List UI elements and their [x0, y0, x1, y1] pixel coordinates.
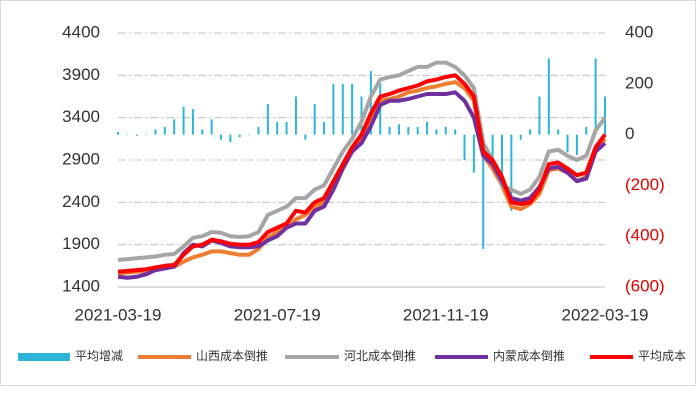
bar — [604, 96, 606, 135]
bar — [117, 132, 119, 135]
bar — [248, 134, 251, 136]
y-tick-label: 4400 — [62, 22, 100, 41]
bar — [566, 134, 569, 153]
y-tick-label: 2900 — [62, 149, 100, 168]
bar — [472, 134, 475, 173]
bar — [191, 109, 194, 135]
line — [117, 73, 607, 274]
bar — [369, 71, 372, 135]
y-tick-label: 1900 — [62, 234, 100, 253]
bar — [276, 121, 279, 135]
y-tick-label: 2400 — [62, 192, 100, 211]
bar — [220, 134, 223, 140]
legend-swatch — [18, 353, 70, 361]
y2-tick-label: 200 — [625, 73, 653, 92]
bar — [538, 96, 541, 135]
legend-label: 内蒙成本倒推 — [493, 349, 565, 363]
bar — [182, 106, 185, 135]
bar — [360, 96, 363, 135]
bar — [519, 134, 522, 140]
y2-tick-label: (600) — [625, 276, 665, 295]
bar — [210, 119, 213, 135]
x-tick-label: 2021-07-19 — [234, 305, 321, 324]
y2-tick-label: (200) — [625, 175, 665, 194]
bar — [575, 134, 578, 155]
y2-tick-label: (400) — [625, 226, 665, 245]
bar — [229, 134, 232, 143]
x-tick-label: 2021-11-19 — [403, 305, 489, 324]
y2-tick-label: 0 — [625, 124, 634, 143]
bar — [135, 134, 138, 136]
bar — [444, 126, 447, 135]
bar — [500, 134, 503, 186]
bar — [388, 126, 391, 135]
bar — [332, 83, 335, 135]
bar — [126, 134, 129, 136]
line — [117, 60, 607, 262]
bar — [294, 96, 297, 135]
bar — [397, 124, 400, 135]
bar — [201, 129, 204, 135]
bar — [416, 126, 419, 135]
bar — [426, 121, 429, 135]
bar — [407, 126, 410, 135]
bar — [482, 134, 485, 249]
bar — [173, 119, 176, 135]
bar — [323, 121, 326, 135]
bar — [557, 129, 560, 135]
legend-label: 平均增减 — [75, 349, 123, 363]
bar — [454, 129, 457, 135]
bar — [463, 134, 466, 160]
legend-label: 山西成本倒推 — [196, 349, 268, 363]
x-tick-label: 2022-03-19 — [562, 305, 649, 324]
bar — [351, 83, 354, 135]
y-tick-label: 3400 — [62, 107, 100, 126]
bar — [491, 134, 494, 160]
y-tick-label: 3900 — [62, 65, 100, 84]
bar — [285, 121, 288, 135]
bar — [585, 126, 588, 135]
line — [117, 80, 607, 276]
x-tick-label: 2021-03-19 — [75, 305, 162, 324]
bar — [510, 134, 513, 211]
y2-tick-label: 400 — [625, 22, 653, 41]
bar — [257, 126, 260, 135]
bar — [594, 58, 597, 135]
bar — [529, 129, 532, 135]
bar — [154, 129, 157, 135]
legend-label: 平均成本 — [638, 349, 686, 363]
legend-label: 河北成本倒推 — [344, 349, 416, 363]
bar — [238, 134, 241, 138]
y-tick-label: 1400 — [62, 276, 100, 295]
bar — [341, 83, 344, 135]
bar — [145, 134, 148, 136]
bar — [266, 104, 269, 135]
chart-border — [0, 0, 696, 386]
bar — [304, 134, 307, 140]
bar — [313, 104, 316, 135]
bar — [435, 129, 438, 135]
bar — [163, 126, 166, 135]
bar — [547, 58, 550, 135]
